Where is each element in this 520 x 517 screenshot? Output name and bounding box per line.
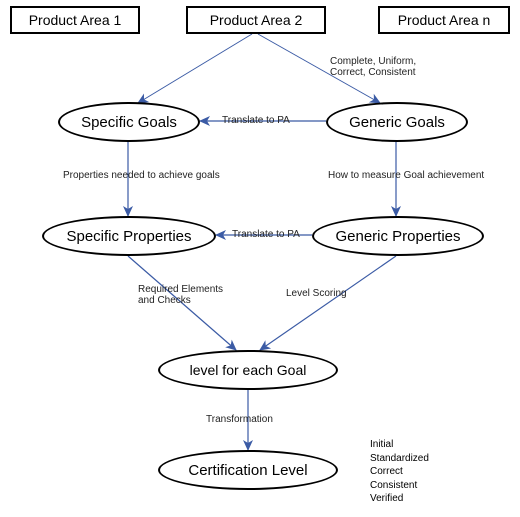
generic-properties-node: Generic Properties [312, 216, 484, 256]
connector-line [138, 34, 252, 103]
edge-label: Properties needed to achieve goals [63, 170, 220, 181]
certification-levels-list: Initial Standardized Correct Consistent … [370, 438, 429, 506]
specific-properties-node: Specific Properties [42, 216, 216, 256]
connector-line [260, 256, 396, 350]
generic-goals-label: Generic Goals [349, 114, 445, 131]
product-area-1-box: Product Area 1 [10, 6, 140, 34]
specific-goals-node: Specific Goals [58, 102, 200, 142]
edge-label: Translate to PA [222, 115, 290, 126]
edge-label: Transformation [206, 414, 273, 425]
product-area-2-label: Product Area 2 [210, 12, 303, 28]
product-area-2-box: Product Area 2 [186, 6, 326, 34]
level-for-each-goal-node: level for each Goal [158, 350, 338, 390]
specific-goals-label: Specific Goals [81, 114, 177, 131]
edge-label: Complete, Uniform, Correct, Consistent [330, 56, 416, 78]
edge-label: Required Elements and Checks [138, 284, 223, 306]
connector-layer [0, 0, 520, 517]
product-area-n-box: Product Area n [378, 6, 510, 34]
edge-label: How to measure Goal achievement [328, 170, 484, 181]
generic-properties-label: Generic Properties [335, 228, 460, 245]
certification-level-node: Certification Level [158, 450, 338, 490]
edge-label: Translate to PA [232, 229, 300, 240]
certification-level-label: Certification Level [188, 462, 307, 479]
generic-goals-node: Generic Goals [326, 102, 468, 142]
edge-label: Level Scoring [286, 288, 347, 299]
specific-properties-label: Specific Properties [66, 228, 191, 245]
product-area-1-label: Product Area 1 [29, 12, 122, 28]
product-area-n-label: Product Area n [398, 12, 491, 28]
level-for-each-goal-label: level for each Goal [190, 362, 307, 378]
